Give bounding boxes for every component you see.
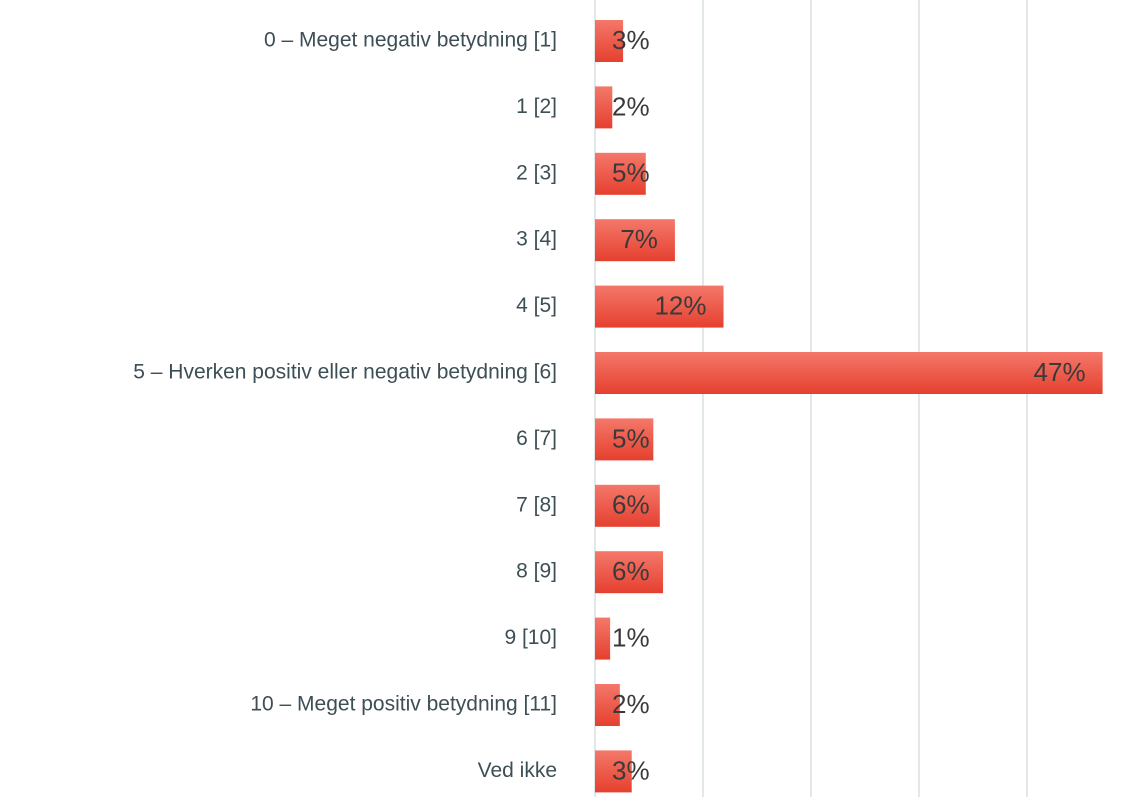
- category-label: 7 [8]: [516, 493, 557, 516]
- value-label: 6%: [612, 490, 650, 520]
- value-label: 12%: [654, 290, 706, 320]
- bar: [595, 551, 664, 594]
- category-label: 4 [5]: [516, 294, 557, 317]
- category-label: 3 [4]: [516, 228, 557, 251]
- category-label: 8 [9]: [516, 560, 557, 583]
- value-label: 7%: [620, 224, 658, 254]
- bar: [595, 152, 646, 195]
- value-label: 47%: [1034, 357, 1086, 387]
- bar: [595, 86, 613, 129]
- value-label: 1%: [612, 622, 650, 652]
- bar: [595, 684, 620, 726]
- value-label: 3%: [612, 755, 650, 785]
- value-label: 6%: [612, 556, 650, 586]
- value-label: 5%: [612, 158, 650, 188]
- category-label: 9 [10]: [504, 626, 557, 649]
- bar: [595, 285, 724, 328]
- bar: [595, 352, 1103, 394]
- bar: [595, 418, 654, 461]
- bar: [595, 219, 675, 262]
- category-label: 0 – Meget negativ betydning [1]: [264, 29, 557, 52]
- value-label: 2%: [612, 689, 650, 719]
- value-label: 2%: [612, 91, 650, 121]
- category-label: 1 [2]: [516, 95, 557, 118]
- bar: [595, 484, 660, 527]
- category-label: 5 – Hverken positiv eller negativ betydn…: [133, 361, 557, 384]
- bar: [595, 20, 624, 62]
- category-label: 2 [3]: [516, 161, 557, 184]
- value-label: 3%: [612, 25, 650, 55]
- bar: [595, 750, 632, 793]
- category-label: 6 [7]: [516, 427, 557, 450]
- bar: [595, 617, 611, 660]
- category-label: Ved ikke: [478, 759, 557, 782]
- category-label: 10 – Meget positiv betydning [11]: [250, 693, 557, 716]
- value-label: 5%: [612, 423, 650, 453]
